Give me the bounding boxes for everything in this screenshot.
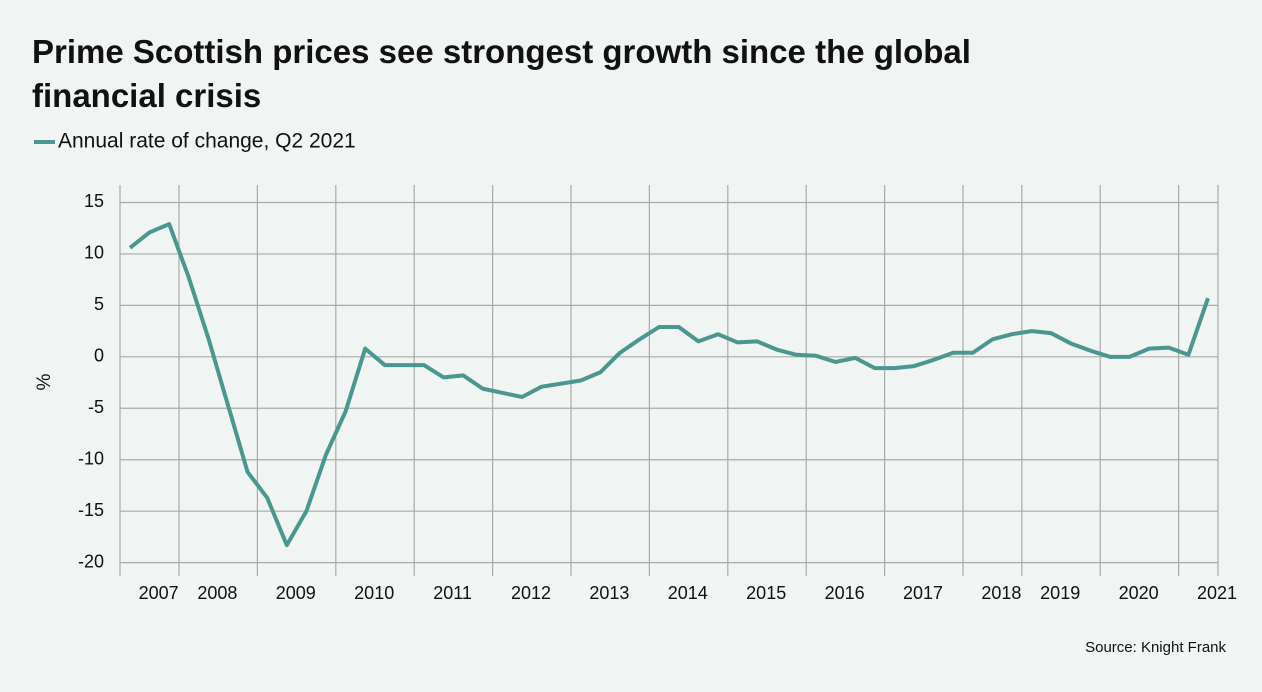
y-tick-label: 5 [94,294,104,314]
y-tick-label: -15 [78,500,104,520]
source-note: Source: Knight Frank [1085,639,1226,656]
chart-title: Prime Scottish prices see strongest grow… [32,33,971,114]
x-tick-label: 2017 [903,583,943,603]
x-tick-label: 2009 [276,583,316,603]
x-tick-label: 2013 [589,583,629,603]
x-tick-label: 2012 [511,583,551,603]
y-axis-label: % [34,373,55,390]
legend-label: Annual rate of change, Q2 2021 [58,130,356,153]
x-tick-label: 2014 [668,583,708,603]
x-tick-label: 2020 [1119,583,1159,603]
x-tick-label: 2010 [354,583,394,603]
x-tick-label: 2011 [433,583,472,603]
x-tick-label: 2007 [139,583,179,603]
y-tick-label: -20 [78,551,104,571]
x-tick-label: 2015 [746,583,786,603]
y-tick-label: -5 [88,397,104,417]
x-tick-label: 2021 [1197,583,1237,603]
y-tick-label: 15 [84,191,104,211]
y-tick-label: 0 [94,346,104,366]
x-tick-label: 2008 [197,583,237,603]
y-tick-label: 10 [84,243,104,263]
x-tick-label: 2016 [825,583,865,603]
y-tick-label: -10 [78,448,104,468]
data-line [128,222,1210,548]
x-tick-label: 2019 [1040,583,1080,603]
x-tick-label: 2018 [981,583,1021,603]
